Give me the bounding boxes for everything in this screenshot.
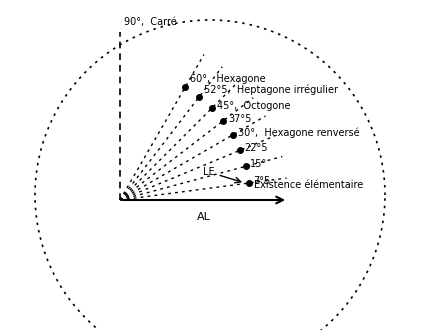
Text: Existence élémentaire: Existence élémentaire	[254, 180, 363, 190]
Text: 90°,  Carré: 90°, Carré	[124, 17, 177, 27]
Text: 30°,  Hexagone renversé: 30°, Hexagone renversé	[237, 128, 359, 138]
Text: 60°,  Hexagone: 60°, Hexagone	[190, 75, 266, 84]
Text: AL: AL	[197, 212, 211, 222]
Text: LE: LE	[203, 167, 241, 183]
Text: 22°5: 22°5	[244, 143, 268, 153]
Text: 15°: 15°	[250, 159, 266, 169]
Text: 37°5: 37°5	[228, 114, 251, 124]
Text: 7°5: 7°5	[253, 176, 270, 186]
Text: 52°5,  Heptagone irrégulier: 52°5, Heptagone irrégulier	[204, 84, 338, 95]
Text: 45°,  Octogone: 45°, Octogone	[217, 101, 290, 111]
